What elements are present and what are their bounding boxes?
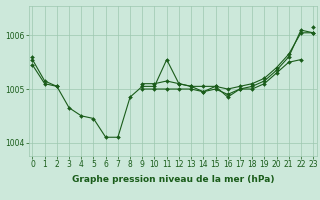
X-axis label: Graphe pression niveau de la mer (hPa): Graphe pression niveau de la mer (hPa) [72,175,274,184]
